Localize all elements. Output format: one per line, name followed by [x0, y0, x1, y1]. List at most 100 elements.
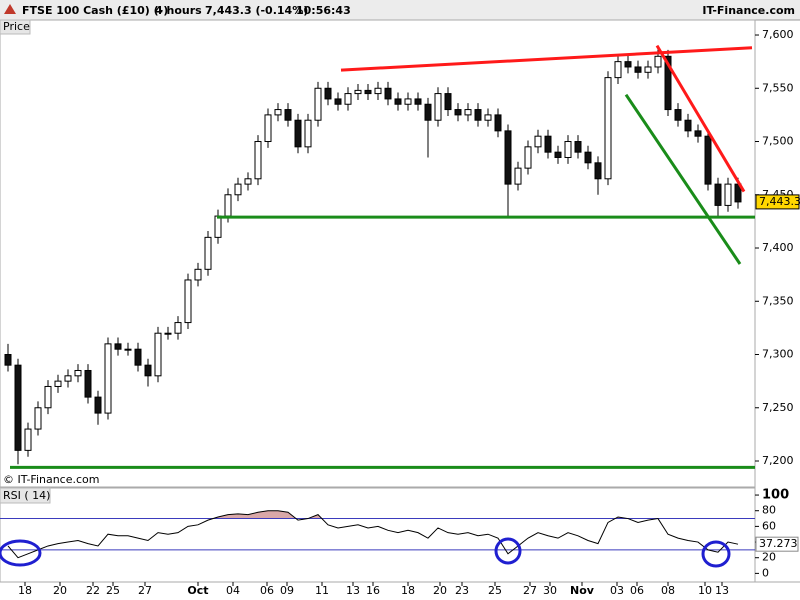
- trendline: [655, 44, 746, 193]
- x-tick-label: 22: [86, 584, 100, 597]
- x-tick-label: 27: [138, 584, 152, 597]
- price-pane: [0, 19, 756, 488]
- y-tick-label: 7,400: [762, 241, 794, 254]
- candle-body: [94, 396, 102, 414]
- candle-body: [24, 428, 32, 451]
- x-tick-label: 27: [523, 584, 537, 597]
- x-tick-label: 06: [630, 584, 644, 597]
- candle-body: [154, 332, 162, 377]
- candle-body: [674, 109, 682, 121]
- candle-body: [244, 178, 252, 185]
- candle-body: [384, 87, 392, 100]
- candle-body: [584, 151, 592, 164]
- candle-body: [214, 215, 222, 238]
- x-tick-label: Oct: [187, 584, 208, 597]
- x-tick-label: 23: [455, 584, 469, 597]
- candle-body: [74, 369, 82, 377]
- candle-body: [514, 167, 522, 185]
- y-tick-label: 7,600: [762, 28, 794, 41]
- candle-body: [644, 66, 652, 73]
- x-tick-label: 09: [280, 584, 294, 597]
- overbought-fill: [8, 510, 738, 519]
- pane-label: RSI ( 14): [3, 489, 50, 502]
- rsi-value-box: [755, 536, 799, 552]
- x-tick-label: 16: [366, 584, 380, 597]
- highlight-circle: [494, 537, 522, 565]
- candle-body: [264, 114, 272, 143]
- candle-body: [704, 135, 712, 185]
- candle-body: [394, 98, 402, 105]
- y-tick-label: 7,200: [762, 454, 794, 467]
- candle-body: [64, 375, 72, 382]
- candle-body: [354, 89, 362, 95]
- pane-label: Price: [3, 20, 30, 33]
- candle-body: [204, 236, 212, 270]
- candle-body: [694, 130, 702, 137]
- price-box: [755, 194, 800, 210]
- instrument-icon: [4, 4, 16, 14]
- highlight-circle: [0, 539, 42, 567]
- candle-body: [484, 114, 492, 121]
- candle-body: [664, 55, 672, 111]
- candle-body: [314, 87, 322, 121]
- brand: IT-Finance.com: [702, 4, 795, 17]
- candle-body: [424, 103, 432, 121]
- time: 10:56:43: [296, 4, 351, 17]
- trendline: [624, 93, 742, 265]
- y-tick-label: 7,550: [762, 81, 794, 94]
- candle-body: [324, 87, 332, 100]
- candle-body: [564, 141, 572, 158]
- y-tick-label: 7,500: [762, 135, 794, 148]
- candle-body: [464, 109, 472, 116]
- candle-body: [284, 109, 292, 121]
- candle-body: [374, 87, 382, 95]
- candle-body: [684, 119, 692, 132]
- candle-body: [594, 162, 602, 180]
- candle-body: [84, 369, 92, 398]
- candle-body: [124, 348, 132, 351]
- candle-body: [234, 183, 242, 196]
- x-tick-label: 25: [106, 584, 120, 597]
- candle-body: [334, 98, 342, 105]
- candle-body: [654, 55, 662, 68]
- candle-body: [194, 268, 202, 281]
- x-tick-label: 11: [315, 584, 329, 597]
- y-tick-label: 20: [762, 551, 776, 564]
- quote: 7,443.3 (-0.14%): [205, 4, 308, 17]
- candle-body: [294, 119, 302, 148]
- candle-body: [604, 77, 612, 180]
- y-tick-label: 7,350: [762, 294, 794, 307]
- candle-body: [504, 130, 512, 185]
- candle-body: [174, 322, 182, 334]
- candle-body: [434, 93, 442, 121]
- x-tick-label: 18: [401, 584, 415, 597]
- candle-body: [404, 98, 412, 105]
- candle-body: [364, 89, 372, 95]
- candle-body: [114, 343, 122, 350]
- candle-body: [474, 109, 482, 121]
- candle-body: [414, 98, 422, 105]
- candle-body: [554, 151, 562, 158]
- y-tick-label: 0: [762, 566, 769, 579]
- candle-body: [134, 348, 142, 366]
- candle-body: [144, 364, 152, 377]
- x-tick-label: 18: [18, 584, 32, 597]
- timeframe: 4 hours: [155, 4, 202, 17]
- x-tick-label: Nov: [570, 584, 595, 597]
- rsi-line: [7, 510, 739, 559]
- current-price: 7,443.3: [759, 195, 800, 208]
- candle-body: [34, 407, 42, 430]
- x-tick-label: 13: [715, 584, 729, 597]
- candle-body: [454, 109, 462, 116]
- x-tick-label: 13: [346, 584, 360, 597]
- x-tick-label: 30: [543, 584, 557, 597]
- candle-body: [254, 141, 262, 180]
- x-tick-label: 04: [226, 584, 240, 597]
- candle-body: [574, 141, 582, 153]
- candle-body: [624, 61, 632, 68]
- trendline: [340, 46, 753, 72]
- rsi-value: 37.273: [759, 537, 798, 550]
- candle-body: [4, 354, 12, 366]
